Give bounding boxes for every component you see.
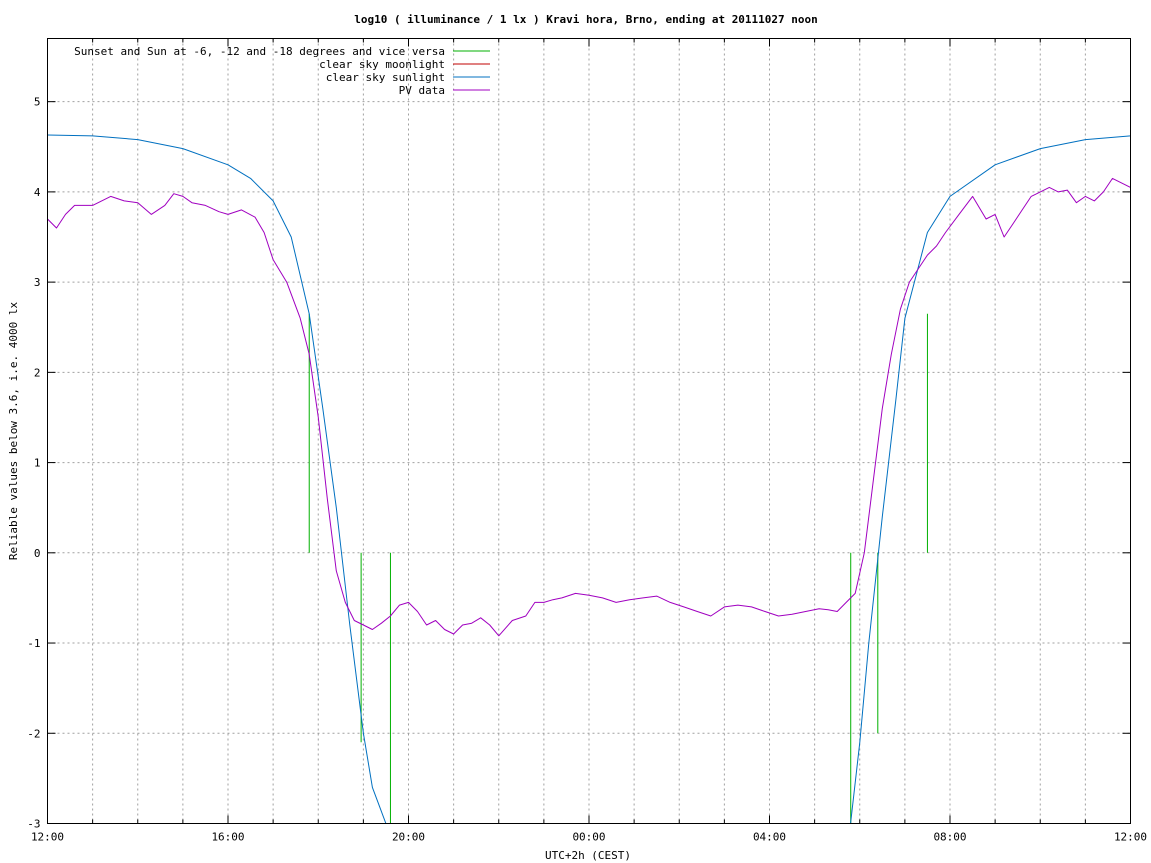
y-tick-label: 4 [34,186,41,199]
x-tick-label: 00:00 [572,831,605,844]
legend-label: clear sky moonlight [319,58,445,71]
legend: Sunset and Sun at -6, -12 and -18 degree… [74,45,490,97]
y-tick-label: -2 [27,727,40,740]
legend-label: PV data [399,84,445,97]
sunlight-line [47,134,1131,824]
y-tick-label: 3 [34,276,41,289]
y-tick-label: 2 [34,366,41,379]
plot-border [47,38,1131,824]
plot-area [47,134,1131,824]
chart-title: log10 ( illuminance / 1 lx ) Kravi hora,… [354,13,818,26]
x-tick-label: 08:00 [933,831,966,844]
x-tick-label: 04:00 [753,831,786,844]
x-tick-label: 12:00 [31,831,64,844]
x-tick-label: 20:00 [392,831,425,844]
pv-data-line [47,177,1131,637]
y-axis-label: Reliable values below 3.6, i.e. 4000 lx [7,301,20,560]
x-tick-label: 16:00 [211,831,244,844]
x-axis-label: UTC+2h (CEST) [545,849,631,862]
y-tick-label: -1 [27,637,40,650]
axes: -3 -2 -1 0 1 2 3 4 5 12:00 16:00 20:00 00:00 04:00 08:… [27,38,1147,844]
x-tick-label: 12:00 [1114,831,1147,844]
y-tick-label: -3 [27,818,40,831]
legend-label: clear sky sunlight [326,71,445,84]
grid [47,38,1131,824]
legend-label: Sunset and Sun at -6, -12 and -18 degree… [74,45,445,58]
y-tick-label: 5 [34,96,41,109]
y-tick-label: 1 [34,457,41,470]
y-tick-label: 0 [34,547,41,560]
